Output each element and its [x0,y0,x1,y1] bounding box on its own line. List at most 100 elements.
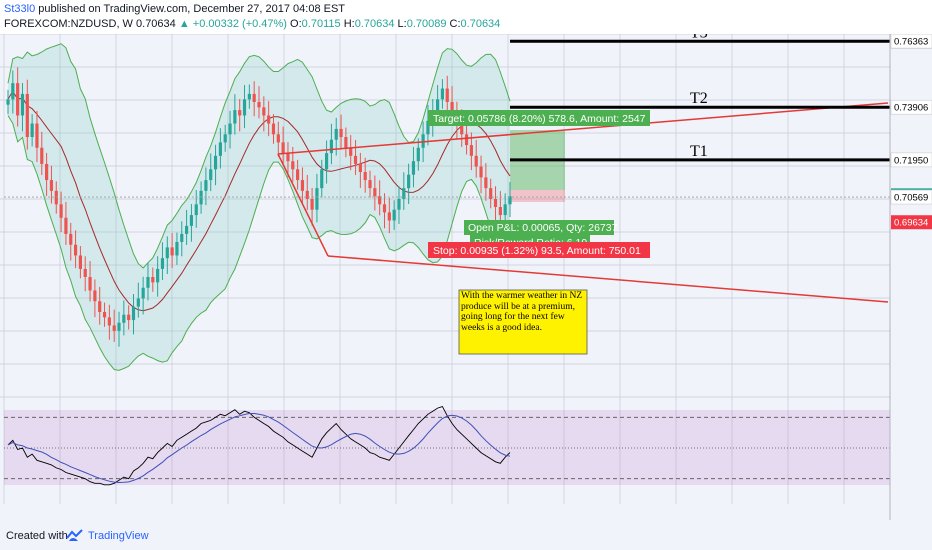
candle [233,110,237,124]
note-callout[interactable]: With the warmer weather in NZ produce wi… [458,289,588,355]
candle [392,209,396,221]
tradingview-link[interactable]: TradingView [88,530,149,542]
candle [204,180,208,191]
ohlc-line: FOREXCOM:NZDUSD, W 0.70634 ▲ +0.00332 (+… [4,18,500,30]
candle [93,290,97,302]
candle [238,110,242,116]
candle [286,153,290,162]
open-pl-label: Open P&L: 0.00065, Qty: 26737 [468,222,618,234]
channel-start-line[interactable] [277,153,329,257]
stop-zone [510,190,565,202]
note-text: With the warmer weather in NZ produce wi… [461,291,583,333]
candle [218,142,222,156]
candle [373,188,377,197]
candle [262,107,266,116]
candle [69,233,73,245]
candle [291,161,295,170]
candle [49,180,54,191]
low-value: 0.70089 [406,18,447,30]
lower-trend-line[interactable] [327,255,889,303]
price-label-text: 0.71950 [894,155,928,166]
candle [344,137,348,148]
candle [334,128,338,140]
candle [127,314,131,321]
candle [276,134,280,143]
author-link[interactable]: St33l0 [4,3,36,15]
last-price: 0.70634 [136,18,176,30]
high-label: H: [343,18,355,30]
candle [382,204,387,213]
candle [281,142,285,154]
price-label: 0.73906 [890,99,932,115]
candle [102,312,107,318]
candle [320,169,324,189]
candle [20,93,25,116]
candle [349,147,353,156]
candle [146,277,150,288]
tradingview-logo-icon[interactable] [66,528,84,542]
candle [40,147,44,164]
price-label-bg [890,189,932,205]
candle [493,198,498,207]
candle [136,298,140,307]
candle [498,207,502,216]
price-label-bg [890,34,932,49]
candle [416,147,420,162]
published-text: published on TradingView.com, December 2… [38,3,346,15]
candle [16,83,20,116]
candle [151,277,155,283]
target-line-label: T1 [690,143,708,160]
created-with-text: Created with [6,530,68,542]
candle [156,268,160,283]
candle [83,268,87,277]
bollinger-bands [7,43,511,371]
rsi-line [7,406,511,486]
candle [324,153,329,170]
price-label: 0.69634 [891,215,932,230]
candle [445,88,449,102]
candle [503,204,507,216]
price-label-bg [890,152,932,168]
target-levels[interactable]: T3 T2 T1 [4,34,890,198]
candle [223,134,227,143]
candles [6,67,512,347]
rsi-pane [4,406,890,486]
price-label-text: 0.73906 [894,103,928,114]
price-labels: 0.763550.763630.739060.719500.706340.705… [890,34,932,230]
candle [35,123,39,148]
bb-lower [7,115,511,371]
candle [402,188,406,199]
candle [310,198,314,210]
candle [78,255,83,269]
candle [368,180,372,189]
open-label: O: [290,18,302,30]
candle [209,169,213,181]
candle [165,247,169,259]
candle [329,139,334,154]
candle [194,204,198,216]
upper-trend-line[interactable] [277,102,889,155]
candle [160,258,165,269]
candle [460,123,464,135]
target-line-label: T2 [690,90,708,107]
bb-upper [7,43,511,269]
price-chart[interactable]: T3 T2 T1 Target: 0.05786 (8.20%) 578.6, Am… [0,34,932,520]
price-change: ▲ +0.00332 (+0.47%) [178,18,287,30]
stop-label: Stop: 0.00935 (1.32%) 93.5, Amount: 750.… [433,245,641,257]
candle [479,166,483,178]
candle [450,102,454,113]
candle [508,196,512,205]
candle [247,93,251,100]
price-label-text: 0.69634 [894,218,928,229]
trend-lines[interactable] [277,102,889,303]
candle [469,145,473,156]
candle [489,188,493,199]
footer: Created with TradingView [0,520,932,550]
candle [296,169,300,181]
candle [189,215,194,226]
candle [387,212,391,221]
candle [440,88,445,100]
candle [131,306,136,321]
candle [170,247,174,256]
candle [73,244,78,256]
